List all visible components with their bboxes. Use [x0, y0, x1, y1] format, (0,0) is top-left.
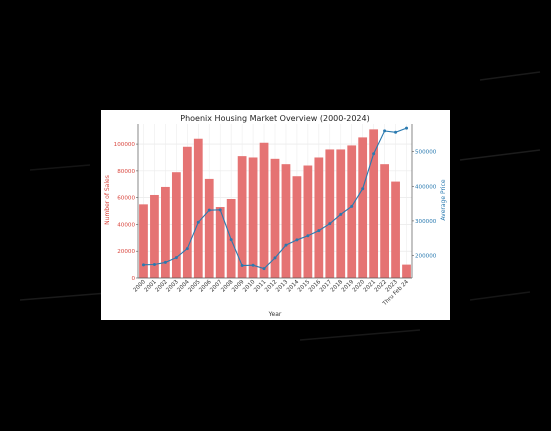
y2-axis-label: Average Price	[440, 179, 447, 220]
bar	[204, 178, 214, 278]
bar	[270, 158, 280, 278]
bar	[391, 181, 400, 278]
price-point	[240, 264, 244, 268]
bar	[150, 194, 159, 278]
bar	[369, 129, 379, 278]
price-point	[372, 152, 376, 156]
bar	[292, 176, 302, 278]
x-axis-label: Year	[268, 311, 282, 318]
bar	[325, 149, 335, 278]
price-point	[174, 256, 178, 260]
bar	[347, 145, 357, 278]
price-point	[152, 263, 156, 267]
price-point	[339, 212, 343, 216]
price-point	[306, 234, 310, 238]
chart-title: Phoenix Housing Market Overview (2000-20…	[180, 114, 369, 123]
bar	[139, 204, 148, 278]
price-point	[141, 263, 145, 267]
price-point	[251, 263, 255, 267]
price-point	[405, 126, 409, 130]
chart-card: Phoenix Housing Market Overview (2000-20…	[101, 110, 450, 320]
price-line	[141, 126, 409, 271]
bar	[182, 146, 192, 278]
y-tick-label: 100000	[114, 142, 136, 148]
bar	[161, 186, 170, 278]
price-point	[229, 238, 233, 242]
bar	[303, 165, 313, 278]
y2-tick-label: 500000	[415, 150, 437, 156]
price-point	[317, 229, 321, 233]
y2-tick-label: 200000	[415, 254, 437, 260]
y-tick-label: 80000	[117, 169, 135, 175]
bar	[259, 142, 269, 278]
price-point	[218, 208, 222, 212]
y-tick-label: 0	[131, 276, 135, 282]
bar	[380, 164, 389, 278]
price-point	[361, 187, 365, 191]
y2-tick-label: 300000	[415, 219, 437, 225]
bar	[402, 264, 411, 278]
bar	[193, 138, 203, 278]
price-point	[328, 222, 332, 226]
price-point	[185, 247, 189, 251]
y-axis-label: Number of Sales	[104, 175, 111, 225]
bar	[248, 157, 258, 278]
bar	[358, 137, 368, 278]
price-point	[163, 260, 167, 264]
price-point	[394, 130, 398, 134]
bar	[215, 207, 225, 278]
price-point	[207, 208, 211, 212]
bar	[281, 164, 291, 278]
price-point	[273, 256, 277, 260]
y-tick-label: 20000	[117, 249, 135, 255]
chart: Phoenix Housing Market Overview (2000-20…	[104, 114, 447, 318]
price-point	[350, 204, 354, 208]
price-point	[196, 220, 200, 224]
bar	[314, 157, 324, 278]
price-point	[284, 243, 288, 247]
bar	[171, 172, 181, 278]
y-tick-label: 60000	[117, 196, 135, 202]
price-point	[383, 129, 387, 133]
bar	[237, 156, 247, 278]
y-tick-label: 40000	[117, 222, 135, 228]
axes	[136, 124, 414, 279]
price-point	[295, 238, 299, 242]
y2-tick-label: 400000	[415, 184, 437, 190]
price-point	[262, 267, 266, 271]
bars	[139, 129, 411, 278]
